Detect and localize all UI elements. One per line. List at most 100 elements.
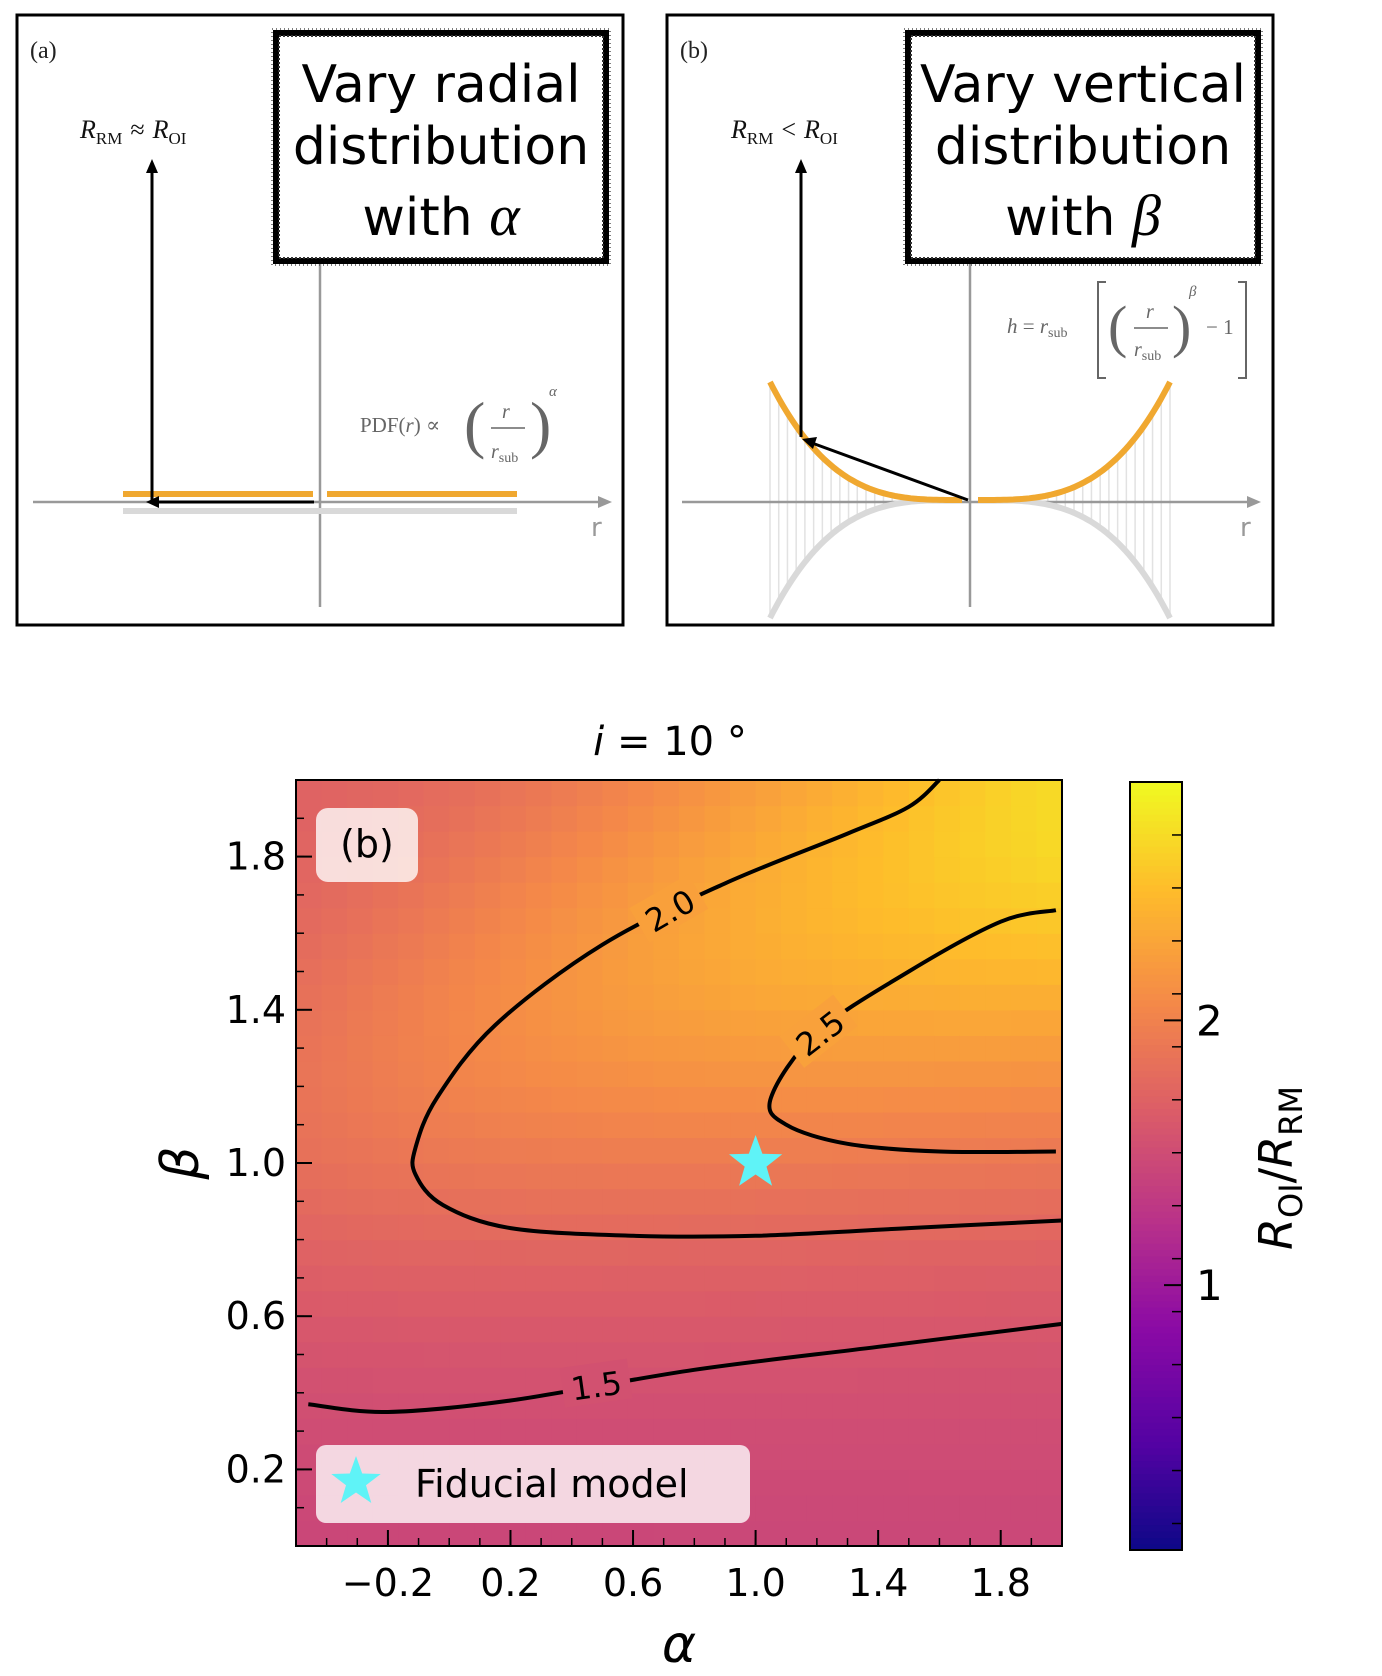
heatmap-cell: [551, 1035, 578, 1062]
heatmap-cell: [959, 1290, 986, 1317]
heatmap-cell: [908, 1290, 935, 1317]
heatmap-cell: [653, 984, 680, 1011]
colorbar-segment: [1130, 1050, 1182, 1058]
heatmap-cell: [985, 1060, 1012, 1087]
colorbar-segment: [1130, 954, 1182, 962]
heatmap-cell: [321, 1265, 348, 1292]
heatmap-cell: [398, 1290, 425, 1317]
colorbar-segment: [1130, 1140, 1182, 1148]
heatmap-cell: [857, 1443, 884, 1470]
heatmap-cell: [1036, 1188, 1063, 1215]
heatmap-cell: [449, 1086, 476, 1113]
heatmap-cell: [857, 1086, 884, 1113]
heatmap-cell: [832, 1163, 859, 1190]
heatmap-cell: [1010, 1520, 1038, 1547]
colorbar-segment: [1130, 1146, 1182, 1154]
y-axis-label: β: [151, 1146, 211, 1180]
colorbar-segment: [1130, 1364, 1182, 1372]
heatmap-cell: [627, 1086, 655, 1113]
heatmap-cell: [398, 1035, 425, 1062]
heatmap-cell: [372, 1418, 399, 1445]
heatmap-cell: [525, 933, 552, 960]
heatmap-cell: [602, 907, 629, 934]
heatmap-cell: [1010, 1111, 1038, 1139]
heatmap-cell: [602, 856, 629, 883]
heatmap-cell: [755, 1035, 782, 1062]
heatmap-cell: [474, 1060, 501, 1087]
panel-b-x-axis-arrowhead: [1247, 496, 1261, 508]
heatmap-cell: [500, 780, 527, 807]
heatmap-cell: [883, 1418, 910, 1445]
heatmap-cell: [347, 984, 374, 1011]
heatmap-cell: [372, 1111, 399, 1139]
svg-text:): ): [530, 389, 551, 460]
colorbar-segment: [1130, 1370, 1182, 1378]
heatmap-cell: [525, 1265, 552, 1292]
heatmap-cell: [423, 1520, 450, 1547]
heatmap-cell: [449, 1367, 476, 1394]
heatmap-cell: [551, 1418, 578, 1445]
heatmap-cell: [653, 1265, 680, 1292]
heatmap-cell: [934, 984, 961, 1011]
heatmap-cell: [1036, 1086, 1063, 1113]
colorbar-segment: [1130, 1230, 1182, 1238]
heatmap-cell: [423, 907, 450, 934]
heatmap-cell: [296, 1214, 323, 1241]
heatmap-cell: [500, 984, 527, 1011]
heatmap-cell: [525, 1341, 552, 1368]
heatmap-cell: [500, 958, 527, 985]
heatmap-cell: [1010, 780, 1038, 807]
heatmap-cell: [1036, 831, 1063, 858]
heatmap-cell: [627, 780, 655, 807]
heatmap-cell: [500, 1265, 527, 1292]
heatmap-cell: [985, 1188, 1012, 1215]
heatmap-cell: [704, 1009, 731, 1036]
svg-text:− 1: − 1: [1206, 315, 1234, 339]
heatmap-cell: [525, 1009, 552, 1036]
colorbar-segment: [1130, 1044, 1182, 1052]
heatmap-cell: [551, 1163, 578, 1190]
heatmap-cell: [704, 831, 731, 858]
heatmap-cell: [857, 1214, 884, 1241]
heatmap-cell: [347, 1290, 374, 1317]
heatmap-cell: [449, 856, 476, 883]
heatmap-cell: [806, 958, 833, 985]
heatmap-cell: [730, 1239, 757, 1266]
panel-a: (a) r RRM ≈ ROI PDF(r) ∝ ( r rsub ) α Vary…: [15, 13, 625, 627]
heatmap-cell: [627, 1009, 655, 1036]
heatmap-cell: [296, 907, 323, 934]
heatmap-cell: [449, 1418, 476, 1445]
heatmap-cell: [1010, 1009, 1038, 1036]
heatmap-cell: [296, 1290, 323, 1317]
colorbar-segment: [1130, 1332, 1182, 1340]
colorbar-segment: [1130, 1082, 1182, 1090]
heatmap-cell: [832, 1265, 859, 1292]
heatmap-cell: [551, 907, 578, 934]
heatmap-cell: [806, 856, 833, 883]
heatmap-cell: [781, 805, 808, 832]
colorbar-segment: [1130, 1537, 1182, 1545]
heatmap-cell: [985, 780, 1012, 807]
heatmap-cell: [525, 1316, 552, 1343]
heatmap-cell: [525, 1163, 552, 1190]
heatmap-cell: [296, 780, 323, 807]
heatmap-cell: [679, 1111, 706, 1139]
heatmap-cell: [832, 1392, 859, 1419]
heatmap-cell: [551, 1214, 578, 1241]
heatmap-cell: [372, 933, 399, 960]
heatmap-cell: [730, 882, 757, 909]
heatmap-cell: [934, 882, 961, 909]
heatmap-cell: [1036, 1214, 1063, 1241]
heatmap-cell: [627, 1111, 655, 1139]
heatmap-cell: [602, 780, 629, 807]
heatmap-cell: [347, 1316, 374, 1343]
heatmap-cell: [1036, 1239, 1063, 1266]
heatmap-cell: [883, 1469, 910, 1496]
heatmap-cell: [551, 805, 578, 832]
heatmap-cell: [627, 1035, 655, 1062]
heatmap-cell: [602, 1239, 629, 1266]
heatmap-cell: [627, 856, 655, 883]
colorbar-segment: [1130, 903, 1182, 911]
heatmap-cell: [576, 1137, 603, 1164]
heatmap-cell: [321, 1086, 348, 1113]
